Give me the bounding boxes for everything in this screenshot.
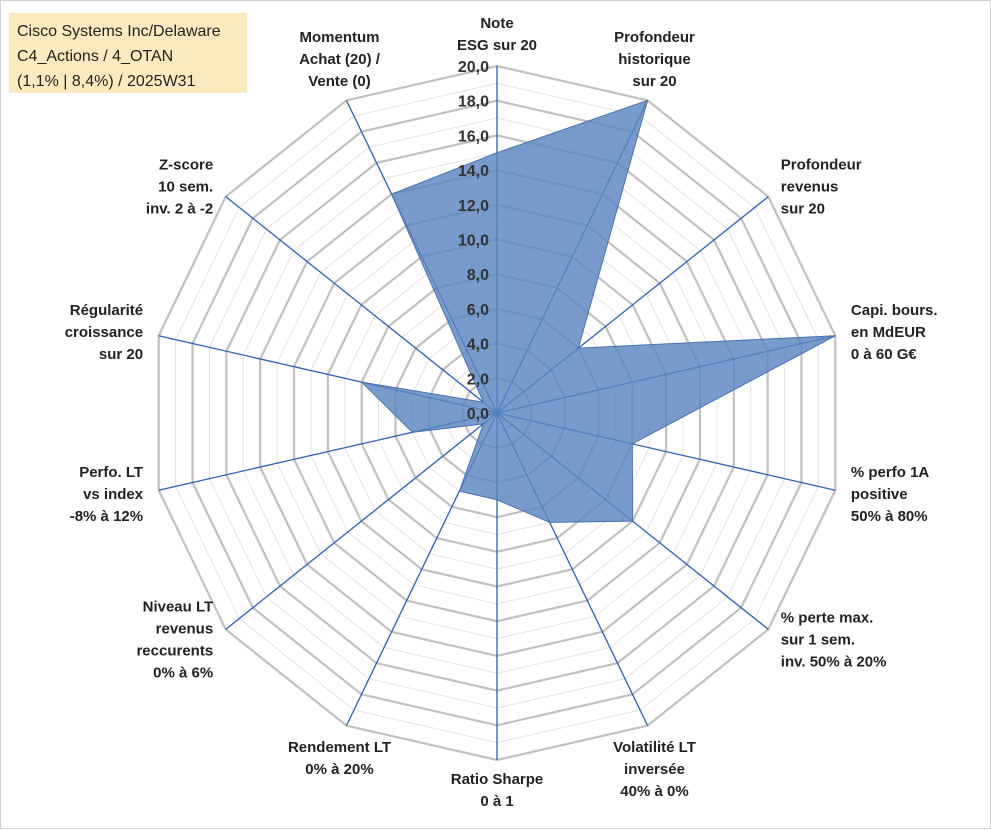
tick-label: 20,0 (458, 59, 489, 76)
axis-label-line: % perfo 1A (851, 464, 930, 481)
tick-label: 16,0 (458, 128, 489, 145)
axis-label-line: Perfo. LT (79, 464, 143, 481)
tick-label: 14,0 (458, 163, 489, 180)
axis-label-line: Profondeur (614, 29, 695, 46)
axis-label-line: Z-score (159, 157, 213, 174)
axis-label-line: inversée (624, 761, 685, 778)
tick-label: 6,0 (467, 302, 489, 319)
axis-label: % perfo 1A positive 50% à 80% (851, 464, 930, 525)
axis-label: Momentum Achat (20) / Vente (0) (299, 29, 381, 90)
axis-label-line: Volatilité LT (613, 739, 696, 756)
axis-label-line: -8% à 12% (70, 508, 143, 525)
axis-label: Note ESG sur 20 (457, 15, 537, 54)
axis-label: Régularité croissance sur 20 (65, 302, 143, 363)
tick-label: 12,0 (458, 198, 489, 215)
portfolio-classification: C4_Actions / 4_OTAN (17, 44, 239, 69)
axis-label-line: Rendement LT (288, 739, 391, 756)
axis-label-line: revenus (156, 620, 214, 637)
axis-label-line: inv. 2 à -2 (146, 201, 213, 218)
axis-label: Profondeur revenus sur 20 (781, 157, 862, 218)
axis-label-line: Ratio Sharpe (451, 771, 544, 788)
axis-label: Niveau LT revenus reccurents 0% à 6% (136, 598, 213, 681)
axis-label: Ratio Sharpe 0 à 1 (451, 771, 544, 810)
tick-label: 4,0 (467, 337, 489, 354)
axis-label: Perfo. LT vs index -8% à 12% (70, 464, 144, 525)
axis-label-line: 50% à 80% (851, 508, 928, 525)
axis-label-line: reccurents (136, 642, 213, 659)
axis-label: Profondeur historique sur 20 (614, 29, 695, 90)
axis-label: Capi. bours. en MdEUR 0 à 60 G€ (851, 302, 938, 363)
axis-label-line: ESG sur 20 (457, 37, 537, 54)
company-name: Cisco Systems Inc/Delaware (17, 19, 239, 44)
axis-label-line: croissance (65, 324, 143, 341)
series-polygon (362, 100, 836, 522)
axis-label-line: 10 sem. (158, 179, 213, 196)
axis-label-line: sur 20 (781, 201, 825, 218)
axis-label-line: sur 1 sem. (781, 631, 855, 648)
axis-label-line: en MdEUR (851, 324, 926, 341)
tick-label: 2,0 (467, 371, 489, 388)
axis-label-line: sur 20 (632, 73, 676, 90)
series-area (362, 100, 836, 522)
axis-label-line: Momentum (300, 29, 380, 46)
axis-label-line: vs index (83, 486, 144, 503)
axis-label-line: 0% à 20% (305, 761, 373, 778)
axis-label-line: revenus (781, 179, 839, 196)
axis-label-line: 0 à 1 (480, 793, 513, 810)
axis-label-line: 0 à 60 G€ (851, 346, 918, 363)
axis-label-line: Profondeur (781, 157, 862, 174)
axis-label: Volatilité LT inversée 40% à 0% (613, 739, 696, 800)
axis-label-line: 40% à 0% (620, 783, 688, 800)
axis-label: Rendement LT 0% à 20% (288, 739, 391, 778)
performance-period: (1,1% | 8,4%) / 2025W31 (17, 69, 239, 94)
tick-label: 0,0 (467, 406, 489, 423)
axis-label-line: Vente (0) (308, 73, 371, 90)
axis-label-line: Achat (20) / (299, 51, 381, 68)
axis-label-line: % perte max. (781, 609, 874, 626)
axis-label-line: Note (480, 15, 513, 32)
axis-label-line: historique (618, 51, 691, 68)
tick-label: 8,0 (467, 267, 489, 284)
axis-label-line: Régularité (70, 302, 143, 319)
axis-label: % perte max. sur 1 sem. inv. 50% à 20% (781, 609, 887, 670)
tick-label: 10,0 (458, 233, 489, 250)
axis-label-line: 0% à 6% (153, 664, 213, 681)
axis-label-line: Niveau LT (143, 598, 214, 615)
info-box: Cisco Systems Inc/Delaware C4_Actions / … (9, 13, 247, 93)
axis-label-line: sur 20 (99, 346, 143, 363)
axis-label: Z-score 10 sem. inv. 2 à -2 (146, 157, 213, 218)
axis-label-line: Capi. bours. (851, 302, 938, 319)
tick-label: 18,0 (458, 94, 489, 111)
axis-label-line: positive (851, 486, 908, 503)
axis-label-line: inv. 50% à 20% (781, 653, 887, 670)
